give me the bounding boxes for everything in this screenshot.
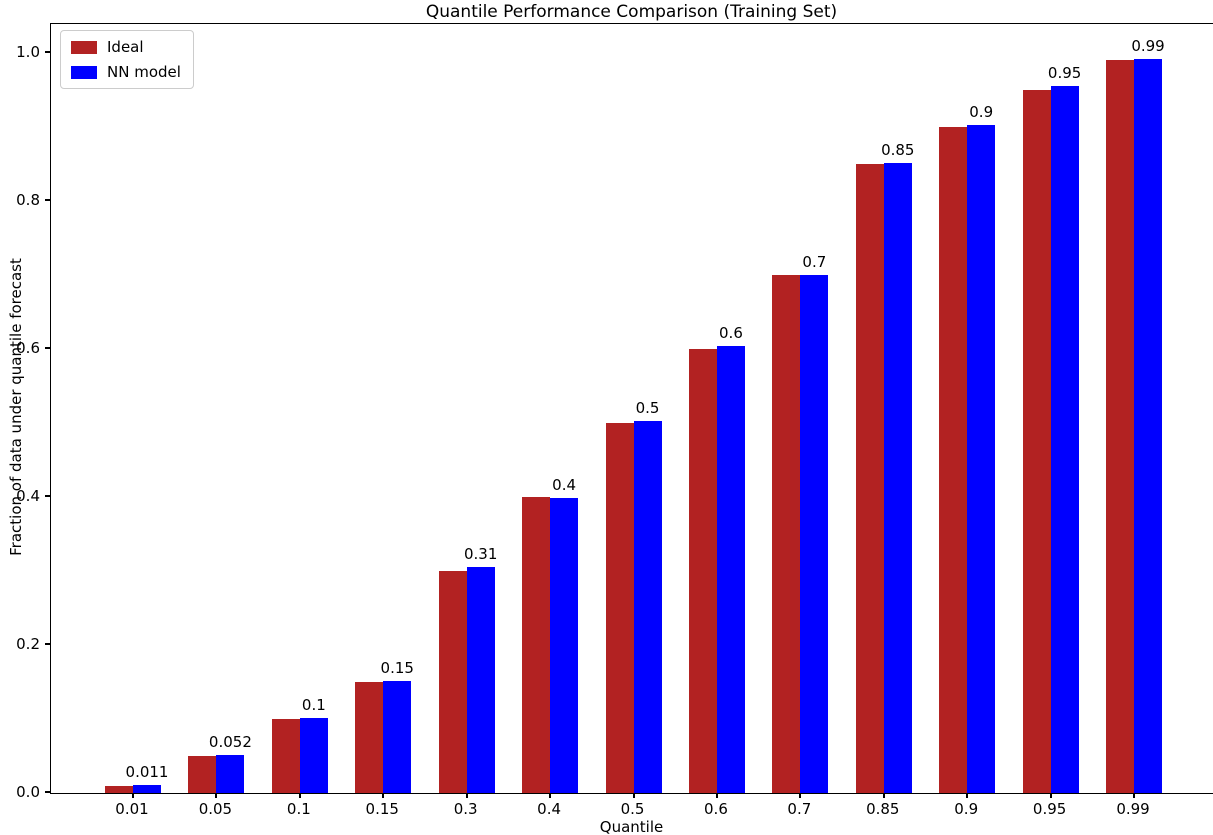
bar-nn-model-0.1 xyxy=(299,718,328,793)
x-tick-mark xyxy=(382,793,385,798)
bar-nn-model-0.01 xyxy=(133,784,161,793)
y-tick-label: 0.6 xyxy=(16,339,40,357)
x-tick-label: 0.85 xyxy=(866,800,900,818)
bar-value-label: 0.85 xyxy=(881,141,915,160)
x-tick-mark xyxy=(1133,793,1136,798)
bar-value-label: 0.9 xyxy=(969,102,994,121)
bar-ideal-0.85 xyxy=(855,164,884,793)
bar-nn-model-0.9 xyxy=(967,124,996,793)
y-tick-mark xyxy=(45,791,50,793)
x-tick-mark xyxy=(715,793,718,798)
x-tick-mark xyxy=(132,793,134,798)
legend-item-ideal: Ideal xyxy=(71,38,181,56)
x-tick-mark xyxy=(298,793,301,798)
x-tick-mark xyxy=(465,793,468,798)
legend: Ideal NN model xyxy=(60,30,194,89)
plot-area: Ideal NN model 0.011 0.052 0.1 0.15 0.31 0.4 0… xyxy=(50,23,1213,794)
bar-nn-model-0.4 xyxy=(550,498,579,793)
y-tick-label: 0.0 xyxy=(16,783,40,801)
bar-value-label: 0.5 xyxy=(635,398,660,417)
x-tick-label: 0.9 xyxy=(954,800,979,818)
bar-value-label: 0.99 xyxy=(1131,36,1165,55)
bar-ideal-0.95 xyxy=(1022,90,1051,793)
bar-ideal-0.99 xyxy=(1106,60,1135,793)
x-tick-mark xyxy=(882,793,885,798)
bar-nn-model-0.85 xyxy=(883,163,912,793)
bar-value-label: 0.4 xyxy=(552,476,577,495)
x-tick-mark xyxy=(549,793,552,798)
bar-ideal-0.5 xyxy=(605,423,634,793)
y-tick-mark xyxy=(45,51,50,53)
bar-nn-model-0.6 xyxy=(716,346,745,793)
x-tick-label: 0.1 xyxy=(286,800,311,818)
y-tick-mark xyxy=(45,643,50,645)
legend-swatch-nn-model xyxy=(71,65,97,79)
bar-ideal-0.05 xyxy=(188,756,217,793)
x-tick-label: 0.6 xyxy=(704,800,728,818)
x-tick-mark xyxy=(632,793,635,798)
legend-label-nn-model: NN model xyxy=(107,63,181,81)
bar-ideal-0.1 xyxy=(271,719,300,793)
bar-value-label: 0.6 xyxy=(719,324,743,343)
bar-nn-model-0.3 xyxy=(466,567,495,793)
legend-item-nn-model: NN model xyxy=(71,63,181,81)
bar-ideal-0.3 xyxy=(438,571,467,793)
legend-swatch-ideal xyxy=(71,40,97,54)
bar-nn-model-0.99 xyxy=(1134,58,1163,793)
legend-label-ideal: Ideal xyxy=(107,38,144,56)
bar-ideal-0.6 xyxy=(688,349,717,793)
x-tick-label: 0.99 xyxy=(1116,800,1150,818)
bar-nn-model-0.95 xyxy=(1050,86,1079,793)
x-tick-mark xyxy=(1049,793,1052,798)
x-tick-label: 0.7 xyxy=(787,800,812,818)
bar-ideal-0.9 xyxy=(939,127,968,793)
bar-nn-model-0.15 xyxy=(383,680,412,793)
bar-nn-model-0.05 xyxy=(216,754,245,793)
bar-value-label: 0.052 xyxy=(208,732,252,751)
y-tick-label: 0.2 xyxy=(16,635,40,653)
x-tick-mark xyxy=(966,793,969,798)
y-tick-mark xyxy=(45,495,50,497)
y-tick-mark xyxy=(45,347,50,349)
x-tick-label: 0.3 xyxy=(453,800,478,818)
y-tick-label: 0.4 xyxy=(16,487,40,505)
x-tick-label: 0.15 xyxy=(365,800,399,818)
bar-ideal-0.7 xyxy=(772,275,801,793)
chart-title: Quantile Performance Comparison (Trainin… xyxy=(425,2,838,22)
bar-ideal-0.15 xyxy=(355,682,384,793)
bar-value-label: 0.95 xyxy=(1047,64,1082,83)
bar-ideal-0.01 xyxy=(105,785,133,793)
y-tick-label: 0.8 xyxy=(16,191,40,209)
x-tick-label: 0.01 xyxy=(115,800,149,818)
y-tick-label: 1.0 xyxy=(16,43,40,61)
x-tick-label: 0.05 xyxy=(198,800,233,818)
bar-nn-model-0.7 xyxy=(800,275,829,793)
x-tick-label: 0.95 xyxy=(1032,800,1067,818)
y-axis-label: Fraction of data under quantile forecast xyxy=(7,258,25,556)
bar-ideal-0.4 xyxy=(522,497,551,793)
bar-value-label: 0.011 xyxy=(125,762,169,781)
y-tick-mark xyxy=(45,199,50,201)
x-tick-label: 0.5 xyxy=(620,800,645,818)
bar-value-label: 0.15 xyxy=(380,658,414,677)
bar-value-label: 0.7 xyxy=(802,253,827,271)
x-tick-label: 0.4 xyxy=(537,800,562,818)
bar-value-label: 0.1 xyxy=(301,696,326,715)
x-tick-mark xyxy=(799,793,802,798)
bar-nn-model-0.5 xyxy=(633,420,662,793)
x-axis-label: Quantile xyxy=(599,818,664,835)
x-tick-mark xyxy=(215,793,218,798)
bar-value-label: 0.31 xyxy=(463,545,498,564)
